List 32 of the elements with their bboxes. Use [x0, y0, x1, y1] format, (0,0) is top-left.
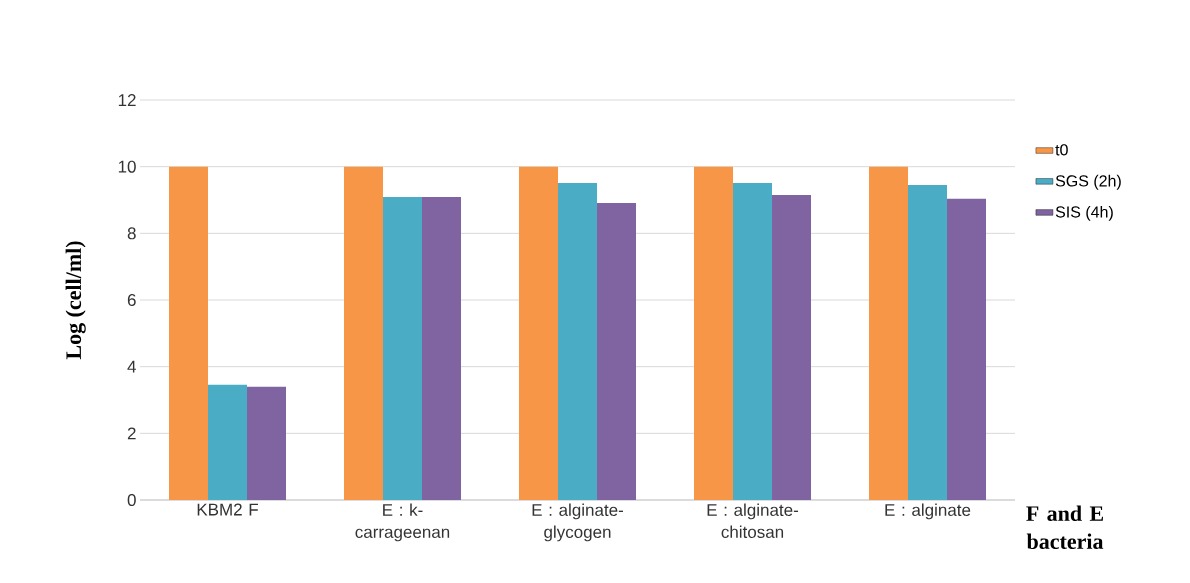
- bar: [869, 166, 909, 500]
- x-axis-title: F and E bacteria: [1026, 505, 1104, 549]
- x-tick-label: KBM2 F: [197, 503, 258, 516]
- bar: [247, 386, 286, 500]
- y-tick-label: 6: [127, 293, 136, 307]
- bar: [558, 183, 598, 500]
- legend-label: t0: [1055, 144, 1068, 156]
- bar: [519, 166, 559, 500]
- y-tick-label: 12: [118, 94, 136, 106]
- bar: [383, 197, 422, 500]
- y-axis-title: Log (cell/ml): [65, 241, 86, 360]
- bar: [694, 166, 734, 500]
- bar: [169, 166, 208, 500]
- y-tick-label: 4: [127, 360, 136, 373]
- bar: [597, 203, 637, 500]
- bar: [772, 195, 812, 500]
- x-tick-label: E : k-carrageenan: [355, 503, 450, 542]
- x-tick-label: E : alginate-chitosan: [707, 503, 799, 539]
- bar: [908, 185, 948, 500]
- bar: [344, 166, 383, 500]
- x-tick-label: E : alginate-glycogen: [532, 503, 624, 542]
- bar: [947, 198, 987, 500]
- bar: [208, 384, 247, 500]
- y-tick-label: 0: [127, 493, 136, 507]
- y-tick-label: 8: [127, 227, 136, 240]
- legend-label: SGS (2h): [1055, 174, 1121, 190]
- bar: [422, 197, 461, 500]
- legend-label: SIS (4h): [1055, 205, 1113, 221]
- bar: [733, 183, 773, 500]
- x-tick-label: E : alginate: [885, 503, 971, 520]
- y-tick-label: 10: [118, 160, 136, 173]
- y-tick-label: 2: [127, 427, 136, 440]
